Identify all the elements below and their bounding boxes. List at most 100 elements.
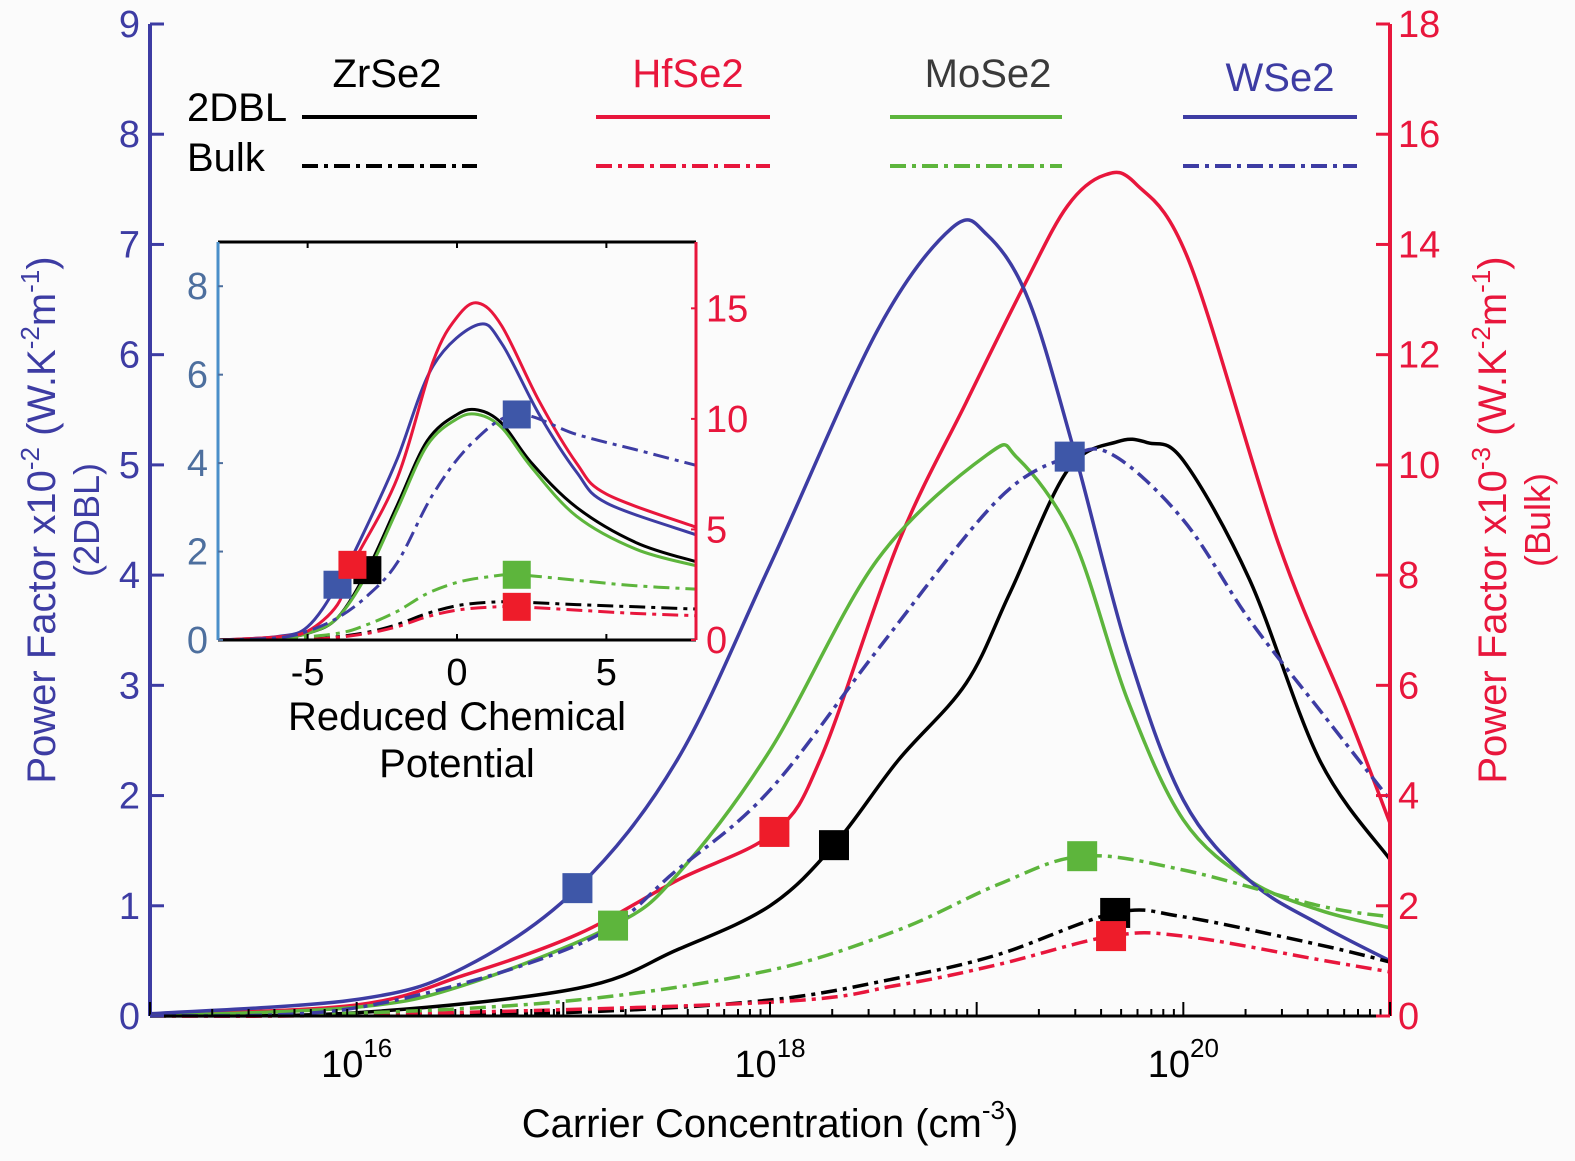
x-tick-label: 1016 (321, 1033, 392, 1086)
inset-x-tick-label: -5 (291, 652, 325, 694)
marker-mose2-bulk (502, 560, 531, 589)
marker-wse2-2dbl (562, 873, 593, 904)
right-y-tick-label: 6 (1398, 665, 1419, 707)
series-line-zrse2-bulk (149, 908, 1391, 1018)
ylabel-part: (W.K (1471, 349, 1515, 447)
main-plot-curves (149, 170, 1392, 1018)
ylabel-exp: -1 (1466, 270, 1496, 293)
marker-hfse2-bulk (502, 592, 531, 621)
inset-right-y-tick-label: 15 (706, 288, 748, 330)
series-line-hfse2-bulk (149, 931, 1391, 1018)
ylabel-part: Power Factor x10 (20, 470, 64, 783)
inset-x-axis-label-line1: Reduced Chemical (288, 695, 626, 739)
legend-row-2dbl: 2DBL (187, 86, 287, 130)
right-y-tick-label: 14 (1398, 224, 1440, 266)
left-y-tick-label: 6 (119, 335, 140, 377)
marker-zrse2-2dbl (818, 830, 849, 861)
ylabel-part: m (20, 293, 64, 326)
marker-hfse2-bulk (1096, 921, 1127, 952)
inset-left-y-tick-label: 8 (187, 266, 208, 308)
right-y-tick-label: 12 (1398, 335, 1440, 377)
left-y-tick-label: 8 (119, 114, 140, 156)
marker-wse2-bulk (1054, 441, 1085, 472)
x-tick-exp: 16 (363, 1033, 392, 1063)
ylabel-exp: -2 (15, 326, 45, 349)
right-y-label-line2: (Bulk) (1517, 473, 1558, 567)
inset-plot-curves (217, 301, 697, 642)
ylabel-exp: -2 (15, 447, 45, 470)
inset-x-tick-label: 0 (446, 652, 467, 694)
x-axis-label-text: Carrier Concentration (cm (522, 1102, 982, 1146)
x-tick-base: 10 (734, 1044, 776, 1086)
series-line-wse2-bulk (217, 412, 697, 642)
inset-background (218, 242, 696, 640)
legend: ZrSe2 HfSe2 MoSe2 WSe2 2DBL Bulk (187, 52, 1357, 180)
inset-left-y-tick-label: 6 (187, 355, 208, 397)
left-y-tick-label: 4 (119, 555, 140, 597)
left-y-label-line2: (2DBL) (66, 463, 107, 577)
x-axis-label-exp: -3 (982, 1095, 1005, 1125)
x-tick-label: 1020 (1148, 1033, 1219, 1086)
x-tick-exp: 20 (1190, 1033, 1219, 1063)
x-tick-base: 10 (321, 1044, 363, 1086)
legend-column-wse2: WSe2 (1226, 56, 1335, 100)
series-line-wse2-bulk (149, 447, 1392, 1018)
series-line-zrse2-bulk (217, 600, 697, 642)
series-line-hfse2-bulk (217, 605, 697, 642)
ylabel-exp: -1 (15, 270, 45, 293)
inset-right-y-tick-label: 0 (706, 620, 727, 662)
left-y-tick-label: 5 (119, 445, 140, 487)
marker-mose2-bulk (1067, 841, 1098, 872)
inset-left-y-tick-label: 0 (187, 620, 208, 662)
ylabel-part: Power Factor x10 (1471, 470, 1515, 783)
left-y-tick-label: 3 (119, 665, 140, 707)
inset-left-y-tick-label: 2 (187, 532, 208, 574)
right-y-tick-label: 4 (1398, 776, 1419, 818)
marker-mose2-2dbl (598, 910, 629, 941)
left-y-axis-label: Power Factor x10-2 (W.K-2m-1) (2DBL) (15, 256, 107, 783)
right-y-tick-label: 16 (1398, 114, 1440, 156)
right-y-tick-label: 0 (1398, 996, 1419, 1038)
left-y-tick-label: 1 (119, 886, 140, 928)
left-y-tick-label: 7 (119, 224, 140, 266)
marker-wse2-bulk (502, 400, 531, 429)
series-line-mose2-bulk (149, 854, 1391, 1018)
right-y-tick-label: 10 (1398, 445, 1440, 487)
series-line-zrse2-2dbl (149, 437, 1392, 1018)
right-y-tick-label: 8 (1398, 555, 1419, 597)
marker-hfse2-2dbl (759, 816, 790, 847)
ylabel-part: ) (1471, 256, 1515, 269)
legend-row-bulk: Bulk (187, 136, 266, 180)
ylabel-part: m (1471, 293, 1515, 326)
x-tick-exp: 18 (777, 1033, 806, 1063)
legend-line-samples (302, 115, 1357, 168)
series-line-mose2-bulk (217, 573, 697, 642)
right-y-axis-label: Power Factor x10-3 (W.K-2m-1) (Bulk) (1466, 256, 1558, 783)
ylabel-part: (W.K (20, 349, 64, 447)
legend-column-mose2: MoSe2 (925, 52, 1052, 96)
legend-column-zrse2: ZrSe2 (333, 52, 442, 96)
inset-x-tick-label: 5 (596, 652, 617, 694)
ylabel-part: ) (20, 256, 64, 269)
x-axis-label: Carrier Concentration (cm-3) (522, 1095, 1019, 1146)
right-y-tick-label: 18 (1398, 4, 1440, 46)
inset-left-y-tick-label: 4 (187, 443, 208, 485)
series-line-hfse2-2dbl (149, 170, 1392, 1017)
left-y-tick-label: 9 (119, 4, 140, 46)
inset-x-axis-label-line2: Potential (379, 742, 535, 786)
legend-column-hfse2: HfSe2 (632, 52, 743, 96)
inset-plot-axes: -5 0 5 0 2 4 6 8 0 5 10 15 (187, 240, 748, 694)
left-y-label-line1: Power Factor x10-2 (W.K-2m-1) (15, 256, 64, 783)
right-y-tick-label: 2 (1398, 886, 1419, 928)
left-y-tick-label: 0 (119, 996, 140, 1038)
marker-hfse2-2dbl (338, 550, 367, 579)
series-line-wse2-2dbl (149, 218, 1391, 1016)
series-line-mose2-2dbl (217, 412, 697, 642)
x-axis-label-end: ) (1005, 1102, 1018, 1146)
right-y-label-line1: Power Factor x10-3 (W.K-2m-1) (1466, 256, 1515, 783)
ylabel-exp: -2 (1466, 326, 1496, 349)
inset-right-y-tick-label: 5 (706, 509, 727, 551)
x-tick-base: 10 (1148, 1044, 1190, 1086)
